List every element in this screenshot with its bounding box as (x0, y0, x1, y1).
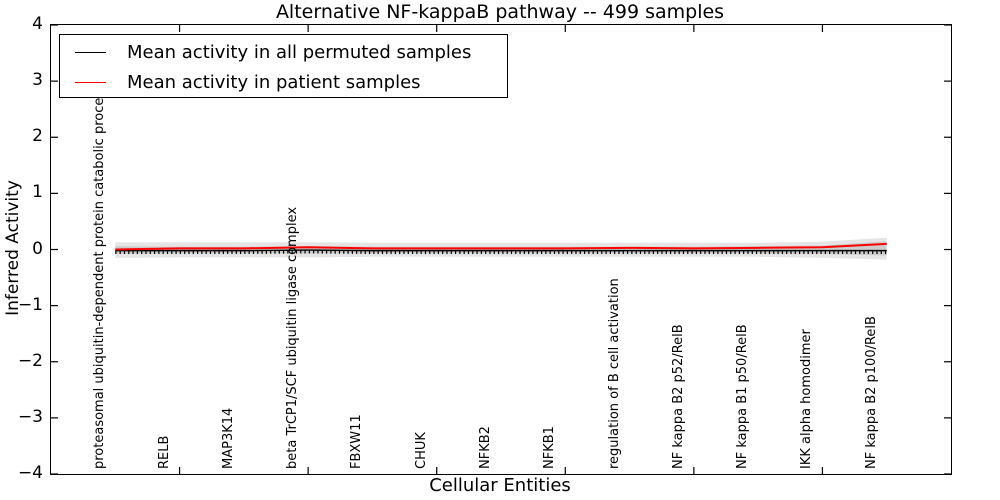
x-category-label: beta TrCP1/SCF ubiquitin ligase complex (285, 206, 301, 469)
legend-line-patient (75, 81, 106, 83)
legend-entry-permuted: Mean activity in all permuted samples (60, 37, 507, 67)
x-category-label: proteasomal ubiquitin-dependent protein … (92, 84, 108, 469)
x-category-label: NFKB2 (478, 426, 493, 469)
x-category-label: RELB (156, 435, 172, 469)
patient-mean-line (115, 242, 887, 251)
x-category-label: FBXW11 (349, 414, 365, 469)
y-tick-label: −2 (17, 350, 43, 371)
y-tick-label: −1 (17, 294, 43, 315)
plot-area: proteasomal ubiquitin-dependent protein … (50, 24, 952, 475)
x-category-label: NFKB1 (542, 426, 558, 469)
x-category-label: MAP3K14 (220, 407, 236, 469)
y-tick-label: 4 (32, 14, 43, 34)
x-category-label: CHUK (413, 432, 429, 469)
legend-entry-patient: Mean activity in patient samples (60, 67, 507, 97)
y-tick-label: 3 (32, 70, 43, 91)
legend-line-permuted (75, 51, 106, 53)
x-category-label: NF kappa B2 p52/RelB (670, 324, 686, 469)
x-category-label: NF kappa B2 p100/RelB (863, 316, 879, 469)
x-category-label: IKK alpha homodimer (799, 329, 815, 469)
chart-canvas (51, 25, 951, 474)
y-tick-label: 0 (32, 238, 43, 259)
x-category-label: NF kappa B1 p50/RelB (735, 324, 751, 469)
x-axis-label: Cellular Entities (429, 475, 571, 496)
chart-title: Alternative NF-kappaB pathway -- 499 sam… (275, 1, 725, 23)
y-tick-label: 2 (32, 126, 43, 147)
y-tick-label: −3 (17, 406, 43, 427)
legend: Mean activity in all permuted samples Me… (59, 34, 508, 98)
y-tick-label: 1 (32, 182, 43, 203)
legend-label-permuted: Mean activity in all permuted samples (127, 41, 472, 63)
y-tick-label: −4 (17, 463, 43, 483)
permuted-mean-line (115, 249, 887, 252)
x-category-label: regulation of B cell activation (606, 278, 622, 469)
legend-label-patient: Mean activity in patient samples (127, 71, 421, 93)
